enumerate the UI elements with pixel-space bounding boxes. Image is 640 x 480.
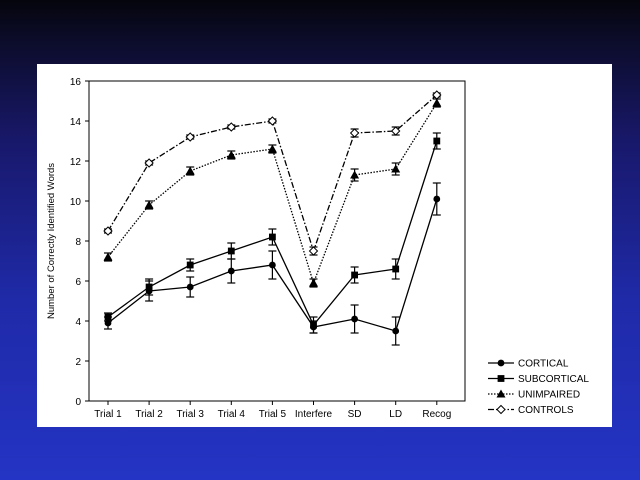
data-point-cortical bbox=[186, 283, 194, 291]
data-point-unimpaired bbox=[350, 170, 360, 179]
x-tick-label: Trial 3 bbox=[176, 409, 204, 420]
y-tick-label: 16 bbox=[70, 77, 82, 88]
data-point-unimpaired bbox=[267, 144, 277, 153]
y-tick-label: 14 bbox=[70, 117, 82, 128]
data-point-controls bbox=[432, 90, 442, 100]
y-tick-label: 8 bbox=[75, 237, 81, 248]
data-point-controls bbox=[390, 126, 401, 136]
data-point-unimpaired bbox=[432, 98, 442, 107]
legend-item-controls: CONTROLS bbox=[488, 404, 574, 416]
data-point-subcortical bbox=[145, 283, 153, 291]
x-tick-label: Trial 2 bbox=[135, 409, 163, 420]
legend-marker bbox=[496, 389, 506, 398]
legend-item-unimpaired: UNIMPAIRED bbox=[488, 389, 580, 401]
data-point-cortical bbox=[351, 315, 358, 323]
line-chart: 0 2 4 6 8 10 12 14 16 Trial 1 Trial 2 Trial 3 Trial … bbox=[46, 77, 589, 420]
data-point-subcortical bbox=[186, 261, 194, 269]
data-point-unimpaired bbox=[226, 150, 236, 159]
chart-panel: 0 2 4 6 8 10 12 14 16 Trial 1 Trial 2 Trial 3 Trial … bbox=[37, 64, 612, 427]
data-point-controls bbox=[226, 122, 237, 132]
legend-label: UNIMPAIRED bbox=[518, 390, 580, 401]
data-point-controls bbox=[349, 128, 360, 138]
series-cortical bbox=[104, 182, 441, 346]
data-point-controls bbox=[185, 132, 195, 142]
data-point-controls bbox=[267, 116, 278, 126]
legend-label: CORTICAL bbox=[518, 359, 569, 370]
legend-item-cortical: CORTICAL bbox=[488, 359, 569, 370]
legend-marker bbox=[496, 404, 506, 415]
x-tick-label: LD bbox=[389, 409, 402, 420]
data-point-unimpaired bbox=[103, 252, 113, 261]
plot-frame bbox=[88, 80, 466, 402]
data-point-subcortical bbox=[227, 247, 235, 255]
data-point-unimpaired bbox=[185, 166, 195, 175]
data-point-subcortical bbox=[351, 271, 358, 279]
data-point-unimpaired bbox=[144, 200, 154, 209]
data-point-subcortical bbox=[392, 265, 400, 273]
legend-marker bbox=[497, 359, 505, 367]
x-tick-label: Trial 4 bbox=[218, 409, 246, 420]
x-tick-label: Interfere bbox=[295, 409, 333, 420]
data-point-subcortical bbox=[269, 233, 276, 241]
legend-label: CONTROLS bbox=[518, 405, 574, 416]
series-subcortical bbox=[104, 132, 441, 334]
legend-marker bbox=[497, 375, 505, 382]
x-tick-label: Trial 1 bbox=[94, 409, 122, 420]
x-tick-label: Recog bbox=[422, 409, 451, 420]
x-tick-label: Trial 5 bbox=[259, 409, 287, 420]
data-point-controls bbox=[103, 226, 113, 236]
y-axis-label: Number of Correctly Identified Words bbox=[46, 163, 57, 319]
y-tick-label: 6 bbox=[75, 277, 81, 288]
legend-item-subcortical: SUBCORTICAL bbox=[488, 374, 589, 385]
data-point-cortical bbox=[392, 327, 400, 335]
x-tick-label: SD bbox=[348, 409, 362, 420]
data-point-unimpaired bbox=[309, 278, 318, 287]
data-point-subcortical bbox=[433, 137, 441, 145]
y-tick-label: 0 bbox=[75, 397, 81, 408]
legend-label: SUBCORTICAL bbox=[518, 374, 589, 385]
y-tick-label: 12 bbox=[70, 157, 82, 168]
data-point-cortical bbox=[227, 267, 235, 275]
data-point-controls bbox=[144, 158, 154, 168]
data-point-subcortical bbox=[310, 321, 317, 329]
data-point-cortical bbox=[269, 261, 276, 269]
series-unimpaired bbox=[103, 98, 442, 288]
data-point-unimpaired bbox=[391, 164, 401, 173]
data-point-controls bbox=[308, 246, 319, 256]
data-point-subcortical bbox=[104, 313, 112, 321]
y-tick-label: 4 bbox=[75, 317, 81, 328]
series-controls bbox=[103, 90, 442, 256]
data-point-cortical bbox=[433, 195, 441, 203]
y-tick-label: 10 bbox=[70, 197, 82, 208]
y-tick-label: 2 bbox=[75, 357, 81, 368]
